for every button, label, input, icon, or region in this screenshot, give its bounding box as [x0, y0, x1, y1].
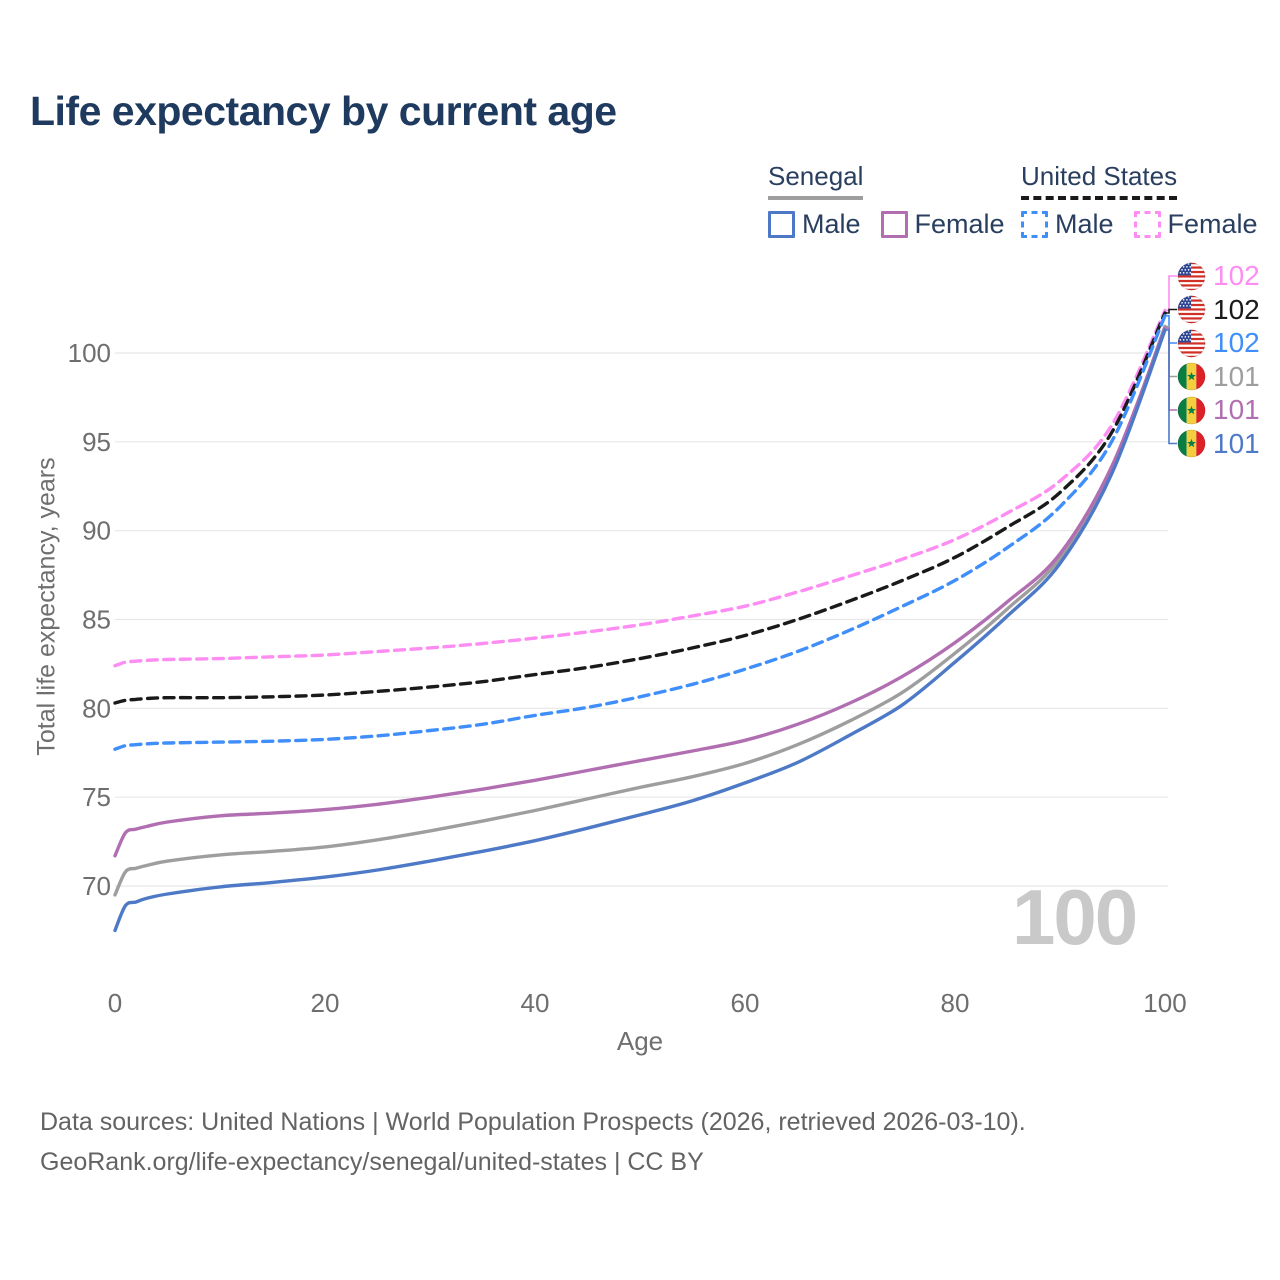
- senegal-flag-icon: [1177, 429, 1206, 458]
- footer-line-2: GeoRank.org/life-expectancy/senegal/unit…: [40, 1148, 704, 1176]
- x-tick-label: 60: [731, 988, 760, 1018]
- leader-line: [1165, 327, 1177, 411]
- end-label-row-senegal-female: 101: [1177, 394, 1260, 425]
- series-line-senegal-male: [113, 328, 1167, 933]
- y-tick-label: 95: [82, 427, 111, 457]
- y-tick-label: 100: [68, 338, 111, 368]
- x-axis-label: Age: [616, 1026, 664, 1056]
- legend-label: Female: [1167, 209, 1258, 239]
- legend-group-senegal: Senegal Male Female: [768, 161, 1005, 240]
- end-label-value: 101: [1213, 427, 1260, 459]
- age-watermark: 100: [1012, 873, 1138, 961]
- end-label-row-united-states-female: 102: [1177, 260, 1260, 291]
- leader-line: [1165, 325, 1177, 378]
- y-tick-label: 85: [82, 605, 111, 635]
- us-flag-icon: [1177, 295, 1206, 324]
- leader-line: [1165, 329, 1177, 445]
- senegal-female-swatch-icon: [880, 211, 908, 238]
- senegal-flag-icon: [1177, 396, 1206, 424]
- y-tick-label: 70: [82, 871, 111, 901]
- legend-items-united-states: Male Female: [1021, 209, 1258, 240]
- x-tick-label: 100: [1143, 988, 1186, 1018]
- legend-header-united-states: United States: [1021, 161, 1178, 200]
- footer-line-1: Data sources: United Nations | World Pop…: [40, 1108, 1026, 1136]
- legend-group-united-states: United States Male Female: [1021, 161, 1258, 240]
- legend-item-us-female: Female: [1133, 209, 1258, 240]
- page-title: Life expectancy by current age: [30, 88, 617, 134]
- us-male-swatch-icon: [1021, 211, 1048, 238]
- end-label-row-united-states-both-sexes: 102: [1177, 293, 1260, 325]
- us-female-swatch-icon: [1133, 211, 1161, 238]
- x-tick-label: 80: [941, 988, 970, 1018]
- senegal-flag-icon: [1177, 362, 1206, 391]
- footer: Data sources: United Nations | World Pop…: [40, 1102, 1026, 1182]
- y-tick-label: 75: [82, 782, 111, 812]
- end-label-row-united-states-male: 102: [1177, 327, 1260, 358]
- x-tick-label: 20: [311, 988, 340, 1018]
- legend-label: Female: [914, 209, 1005, 239]
- legend-item-senegal-male: Male: [768, 209, 861, 240]
- senegal-male-swatch-icon: [768, 211, 795, 238]
- x-tick-label: 40: [521, 988, 550, 1018]
- y-tick-label: 80: [82, 693, 111, 723]
- legend-header-senegal: Senegal: [768, 161, 864, 200]
- series-line-senegal-both-sexes: [113, 324, 1167, 897]
- legend-items-senegal: Male Female: [768, 209, 1005, 240]
- end-label-value: 102: [1213, 293, 1260, 325]
- series-line-united-states-both-sexes: [113, 311, 1167, 705]
- legend-label: Male: [802, 209, 861, 239]
- end-label-row-senegal-both-sexes: 101: [1177, 360, 1260, 392]
- y-tick-label: 90: [82, 516, 111, 546]
- end-label-value: 101: [1213, 394, 1260, 425]
- series-line-united-states-female: [113, 308, 1167, 668]
- end-label-value: 101: [1213, 360, 1260, 392]
- leader-line: [1165, 275, 1177, 312]
- legend-label: Male: [1055, 209, 1114, 239]
- series-line-senegal-female: [113, 326, 1167, 858]
- end-label-value: 102: [1213, 260, 1260, 291]
- x-tick-label: 0: [108, 988, 122, 1018]
- end-label-value: 102: [1213, 327, 1260, 358]
- legend-item-senegal-female: Female: [880, 209, 1005, 240]
- series-line-united-states-male: [113, 314, 1167, 751]
- leader-line: [1165, 308, 1177, 314]
- us-flag-icon: [1177, 329, 1206, 357]
- us-flag-icon: [1177, 262, 1206, 290]
- end-label-row-senegal-male: 101: [1177, 427, 1260, 459]
- legend-item-us-male: Male: [1021, 209, 1114, 240]
